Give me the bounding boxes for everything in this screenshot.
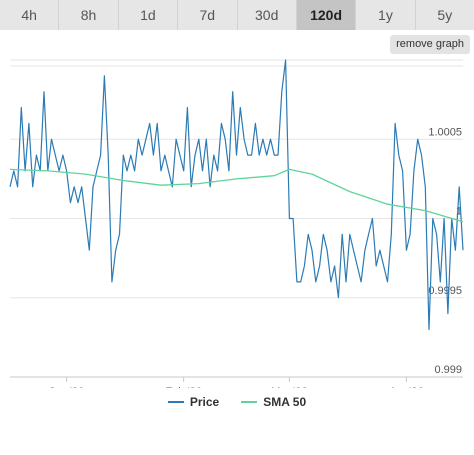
legend-swatch-price — [167, 401, 184, 403]
series-line-sma50 — [9, 168, 464, 223]
legend-label-sma50: SMA 50 — [263, 395, 307, 409]
legend-item-price[interactable]: Price — [167, 395, 220, 409]
legend-label-price: Price — [189, 395, 220, 409]
x-tick-label: Apr '26 — [389, 386, 424, 388]
tab-7d[interactable]: 7d — [178, 0, 238, 30]
x-axis: Jan '26 Feb '26 Mar '26 Apr '26 — [10, 376, 463, 388]
range-tabs: 4h 8h 1d 7d 30d 120d 1y 5y — [0, 0, 474, 30]
x-tick-label: Feb '26 — [165, 386, 201, 388]
tab-4h[interactable]: 4h — [0, 0, 60, 30]
tab-8h[interactable]: 8h — [59, 0, 119, 30]
series-line-price — [9, 59, 464, 331]
x-tick-label: Mar '26 — [271, 386, 307, 388]
series — [9, 59, 464, 331]
remove-graph-button[interactable]: remove graph — [390, 35, 470, 54]
tab-120d[interactable]: 120d — [296, 0, 357, 30]
y-tick-label: 1 — [456, 206, 462, 218]
tab-5y[interactable]: 5y — [415, 0, 474, 30]
y-tick-label: 0.999 — [434, 364, 462, 376]
y-tick-label: 1.0005 — [428, 126, 462, 138]
legend: Price SMA 50 — [0, 392, 474, 412]
tab-30d[interactable]: 30d — [237, 0, 297, 30]
legend-item-sma50[interactable]: SMA 50 — [241, 395, 306, 409]
y-tick-label: 0.9995 — [428, 285, 462, 297]
y-tick-label: 1.001 — [434, 58, 462, 59]
y-axis-tick-labels: 1.001 1.0005 1 0.9995 0.999 — [428, 58, 462, 376]
price-chart: 1.001 1.0005 1 0.9995 0.999 Jan '26 Feb '26 Ma… — [9, 58, 464, 388]
tab-1d[interactable]: 1d — [118, 0, 179, 30]
tab-1y[interactable]: 1y — [356, 0, 416, 30]
x-tick-label: Jan '26 — [49, 386, 84, 388]
legend-swatch-sma50 — [241, 401, 258, 403]
